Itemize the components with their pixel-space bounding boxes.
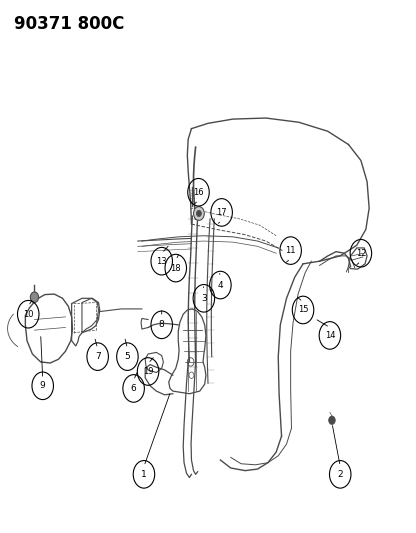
Text: 14: 14	[324, 331, 335, 340]
Text: 15: 15	[298, 305, 308, 314]
Text: 16: 16	[193, 188, 204, 197]
Text: 6: 6	[131, 384, 136, 393]
Text: 4: 4	[218, 280, 223, 289]
Circle shape	[196, 211, 201, 216]
Circle shape	[30, 292, 39, 303]
Text: 5: 5	[124, 352, 130, 361]
Text: 18: 18	[171, 264, 181, 272]
Circle shape	[193, 207, 204, 220]
Text: 17: 17	[216, 208, 227, 217]
Text: 2: 2	[337, 470, 343, 479]
Text: 19: 19	[143, 367, 154, 376]
Text: 11: 11	[285, 246, 296, 255]
Text: 3: 3	[201, 294, 207, 303]
Text: 90371 800C: 90371 800C	[14, 14, 124, 33]
Circle shape	[329, 416, 335, 424]
Text: 12: 12	[356, 249, 366, 258]
Text: 7: 7	[95, 352, 101, 361]
Text: 8: 8	[159, 320, 165, 329]
Text: 1: 1	[141, 470, 147, 479]
Text: 13: 13	[156, 257, 167, 265]
Text: 10: 10	[23, 310, 34, 319]
Text: 9: 9	[40, 381, 46, 390]
